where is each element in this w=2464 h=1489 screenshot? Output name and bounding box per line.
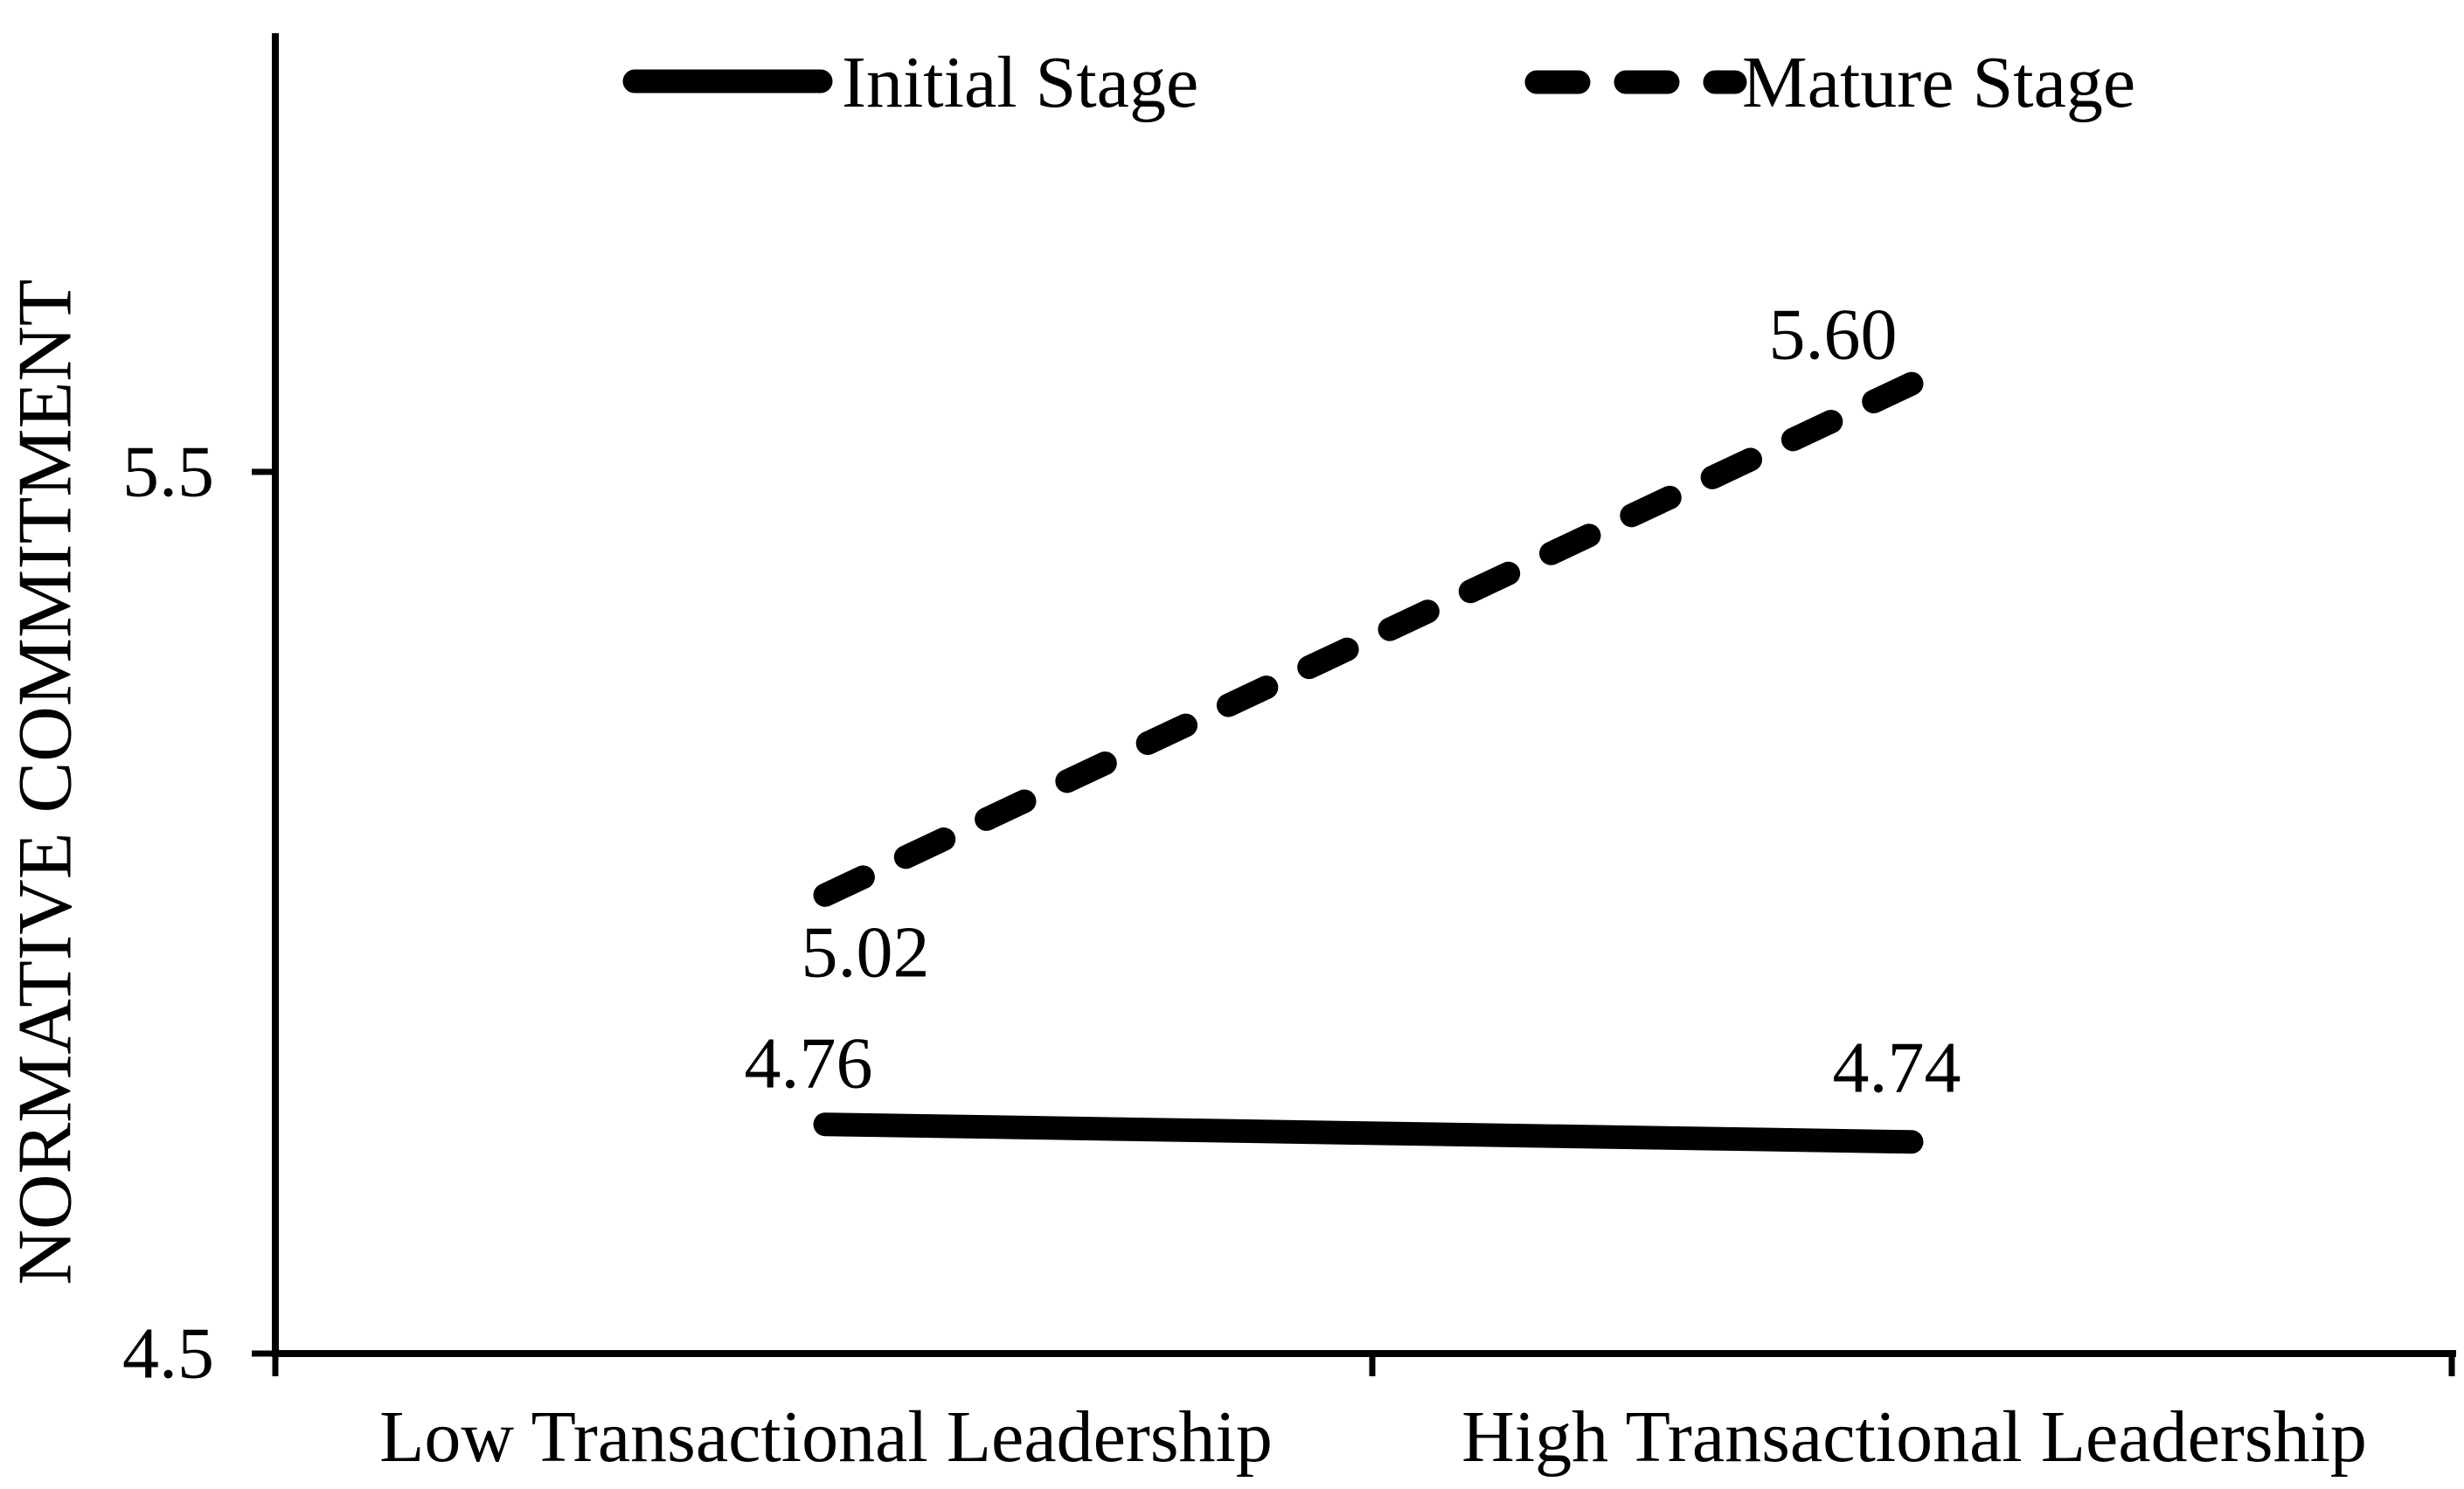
- data-label-mature-low: 5.02: [801, 911, 930, 994]
- legend-label-initial-stage: Initial Stage: [842, 42, 1199, 123]
- x-category-label-high: High Transactional Leadership: [1461, 1396, 2367, 1478]
- data-label-mature-high: 5.60: [1768, 294, 1898, 376]
- data-label-initial-low: 4.76: [744, 1022, 873, 1105]
- x-category-label-low: Low Transactional Leadership: [379, 1396, 1273, 1478]
- y-axis-title: NORMATIVE COMMITMENT: [3, 279, 88, 1285]
- series-line-initial-stage: [813, 1112, 1924, 1154]
- series-line-mature-stage: [813, 371, 1924, 907]
- y-tick-label-4point5: 4.5: [122, 1312, 214, 1395]
- y-tick-label-5point5: 5.5: [122, 431, 214, 513]
- legend-label-mature-stage: Mature Stage: [1742, 42, 2136, 123]
- data-label-initial-high: 4.74: [1832, 1027, 1961, 1109]
